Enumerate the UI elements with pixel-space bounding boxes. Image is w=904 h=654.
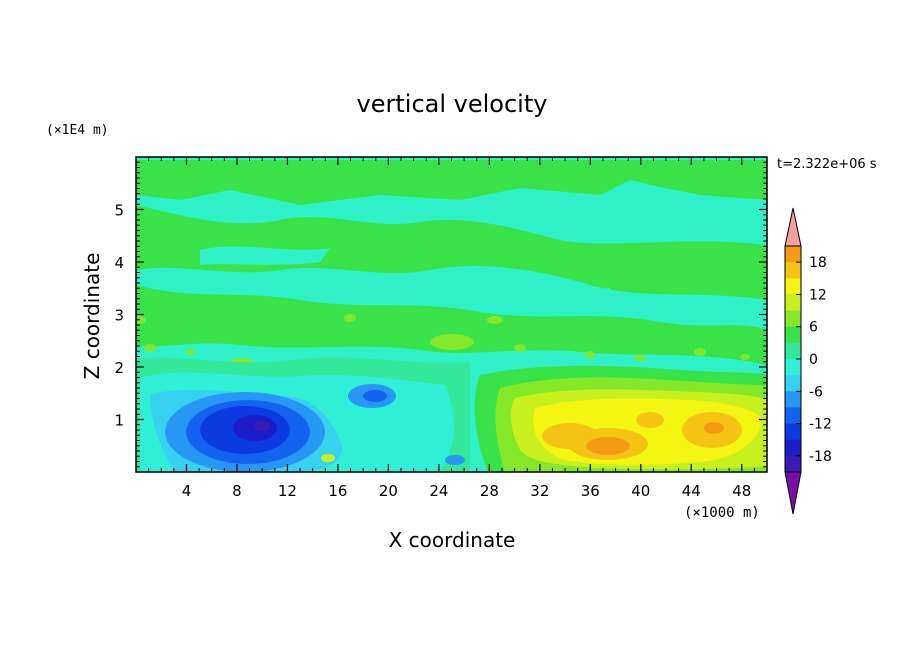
x-tick-label: 36 (581, 482, 600, 500)
x-tick-label: 48 (732, 482, 751, 500)
colorbar-tick-label: -12 (809, 417, 832, 433)
colorbar-band (785, 326, 801, 344)
colorbar-band (785, 423, 801, 441)
colorbar-band (785, 439, 801, 457)
y-tick-label: 3 (114, 307, 124, 325)
y-tick-label: 5 (114, 202, 124, 220)
colorbar-tick-label: 12 (809, 287, 827, 303)
colorbar-band (785, 359, 801, 376)
colorbar-band (785, 278, 801, 295)
x-tick-label: 4 (182, 482, 192, 500)
x-tick-label: 12 (278, 482, 297, 500)
colorbar-band (785, 294, 801, 312)
time-label: t=2.322e+06 s (777, 157, 877, 172)
transition-band (136, 314, 750, 361)
chart-title: vertical velocity (357, 90, 548, 118)
colorbar-band (785, 262, 801, 279)
plot-area (136, 157, 767, 472)
y-tick-label: 4 (114, 254, 124, 272)
colorbar-over-arrow (784, 207, 802, 247)
x-tick-label: 44 (682, 482, 701, 500)
x-tick-label: 16 (328, 482, 347, 500)
x-tick-label: 40 (631, 482, 650, 500)
y-axis-label: Z coordinate (80, 253, 104, 380)
y-axis-ticks: 1 2 3 4 5 (114, 161, 767, 468)
teal-streaks (200, 216, 680, 302)
x-tick-label: 24 (429, 482, 448, 500)
colorbar-band (785, 246, 801, 263)
x-tick-label: 8 (232, 482, 242, 500)
colorbar-band (785, 310, 801, 328)
colorbar-under-arrow (784, 471, 802, 515)
x-unit-label: (×1000 m) (684, 505, 760, 521)
x-tick-label: 28 (480, 482, 499, 500)
x-axis-ticks: 4 8 12 16 20 24 28 32 36 40 44 48 (148, 157, 755, 500)
y-tick-label: 2 (114, 359, 124, 377)
downdraft-region (136, 357, 470, 472)
colorbar: 18 12 6 0 -6 -12 -18 (784, 207, 832, 515)
colorbar-tick-label: 6 (809, 320, 818, 336)
colorbar-band (785, 391, 801, 408)
colorbar-band (785, 342, 801, 360)
colorbar-tick-label: 0 (809, 352, 818, 368)
colorbar-band (785, 375, 801, 392)
y-tick-label: 1 (114, 412, 124, 430)
x-axis-label: X coordinate (389, 528, 516, 552)
x-tick-label: 32 (530, 482, 549, 500)
colorbar-band (785, 455, 801, 473)
colorbar-tick-label: 18 (809, 255, 827, 271)
x-tick-label: 20 (379, 482, 398, 500)
updraft-region (474, 365, 767, 472)
colorbar-tick-label: -18 (809, 449, 832, 465)
upper-layer-patches (136, 160, 767, 365)
colorbar-band (785, 407, 801, 425)
y-unit-label: (×1E4 m) (46, 123, 109, 138)
colorbar-tick-label: -6 (809, 384, 823, 400)
